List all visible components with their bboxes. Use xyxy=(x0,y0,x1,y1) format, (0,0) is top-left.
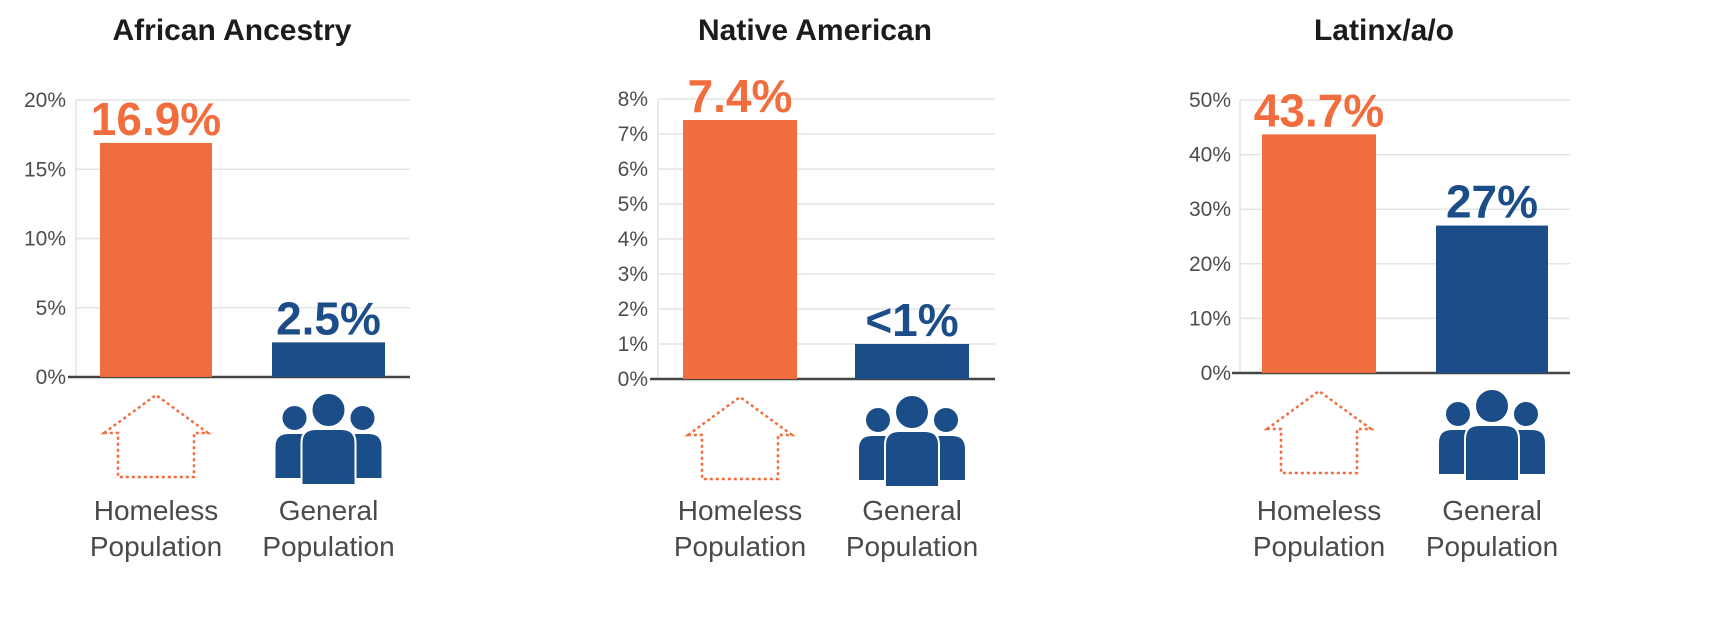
people-group-icon xyxy=(857,394,967,488)
people-group-icon xyxy=(273,392,384,486)
chart-title: Native American xyxy=(698,14,932,47)
data-label: 2.5% xyxy=(276,292,381,344)
bar-general xyxy=(1436,225,1548,373)
category-label: General xyxy=(279,495,379,526)
y-tick-label: 30% xyxy=(1189,198,1231,221)
y-tick-label: 4% xyxy=(618,228,648,251)
data-label: <1% xyxy=(865,294,958,346)
category-label: Population xyxy=(262,531,394,562)
y-tick-label: 10% xyxy=(24,228,66,251)
y-tick-label: 2% xyxy=(618,298,648,321)
house-outline-icon xyxy=(684,395,796,481)
people-group-icon xyxy=(1437,388,1547,482)
category-label: Homeless xyxy=(1257,495,1381,526)
chart-panel-1: African Ancestry 0% 5% 10% 15% 20% 16.9% Homele… xyxy=(24,14,410,562)
y-tick-label: 0% xyxy=(36,366,66,389)
bar-homeless xyxy=(100,142,212,377)
y-tick-label: 8% xyxy=(618,88,648,111)
data-label: 7.4% xyxy=(688,70,793,122)
y-tick-label: 0% xyxy=(1201,362,1231,385)
bar-homeless xyxy=(683,120,797,379)
data-label: 16.9% xyxy=(91,93,221,145)
category-label: Population xyxy=(674,531,806,562)
y-tick-label: 5% xyxy=(618,193,648,216)
y-tick-label: 20% xyxy=(1189,253,1231,276)
y-tick-label: 15% xyxy=(24,158,66,181)
chart-title: Latinx/a/o xyxy=(1314,14,1454,47)
y-tick-label: 0% xyxy=(618,368,648,391)
y-tick-label: 6% xyxy=(618,158,648,181)
category-label: Population xyxy=(1426,531,1558,562)
house-outline-icon xyxy=(1263,389,1375,475)
y-tick-label: 7% xyxy=(618,123,648,146)
y-tick-label: 10% xyxy=(1189,307,1231,330)
category-label: General xyxy=(862,495,962,526)
y-tick-label: 20% xyxy=(24,89,66,112)
bar-general xyxy=(855,344,969,379)
chart-panel-2: Native American 0% 1% 2% 3% 4% 5% 6% 7% 8% 7.4% Hom… xyxy=(618,14,995,562)
chart-title: African Ancestry xyxy=(113,14,352,47)
chart-panel-3: Latinx/a/o 0% 10% 20% 30% 40% 50% 43.7% Homeless… xyxy=(1189,14,1570,562)
y-tick-label: 50% xyxy=(1189,89,1231,112)
category-label: General xyxy=(1442,495,1542,526)
category-label: Population xyxy=(846,531,978,562)
bar-general xyxy=(272,342,385,377)
y-tick-label: 3% xyxy=(618,263,648,286)
bar-homeless xyxy=(1262,134,1376,373)
category-label: Population xyxy=(90,531,222,562)
y-tick-label: 40% xyxy=(1189,144,1231,167)
category-label: Homeless xyxy=(678,495,802,526)
data-label: 43.7% xyxy=(1254,84,1384,136)
y-tick-label: 1% xyxy=(618,333,648,356)
category-label: Homeless xyxy=(94,495,218,526)
category-label: Population xyxy=(1253,531,1385,562)
y-tick-label: 5% xyxy=(36,297,66,320)
data-label: 27% xyxy=(1446,176,1538,228)
house-outline-icon xyxy=(100,393,212,479)
